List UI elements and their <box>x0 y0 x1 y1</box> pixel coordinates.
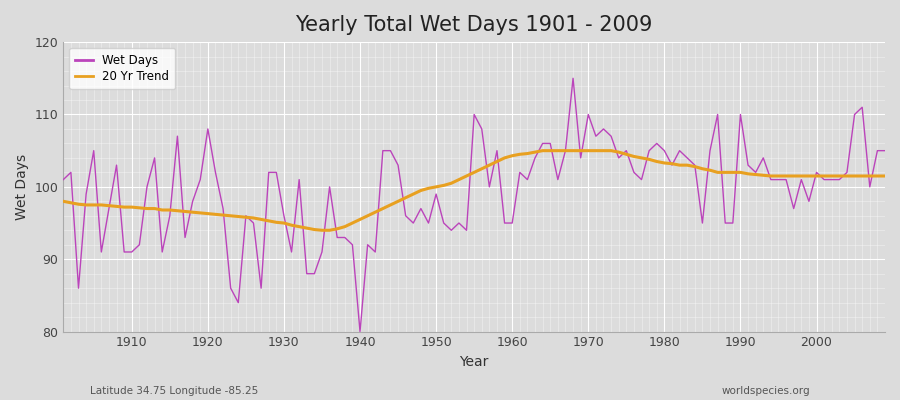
20 Yr Trend <box>537 148 548 153</box>
Wet Days <box>58 177 68 182</box>
20 Yr Trend <box>879 174 890 178</box>
Text: worldspecies.org: worldspecies.org <box>722 386 810 396</box>
Wet Days <box>355 329 365 334</box>
Title: Yearly Total Wet Days 1901 - 2009: Yearly Total Wet Days 1901 - 2009 <box>295 15 652 35</box>
Wet Days <box>568 76 579 81</box>
Line: Wet Days: Wet Days <box>63 78 885 332</box>
Wet Days <box>515 170 526 175</box>
Wet Days <box>332 235 343 240</box>
Text: Latitude 34.75 Longitude -85.25: Latitude 34.75 Longitude -85.25 <box>90 386 258 396</box>
Wet Days <box>286 250 297 254</box>
Legend: Wet Days, 20 Yr Trend: Wet Days, 20 Yr Trend <box>69 48 176 89</box>
Wet Days <box>119 250 130 254</box>
Y-axis label: Wet Days: Wet Days <box>15 154 29 220</box>
20 Yr Trend <box>613 150 624 154</box>
Line: 20 Yr Trend: 20 Yr Trend <box>63 151 885 230</box>
20 Yr Trend <box>317 228 328 233</box>
20 Yr Trend <box>507 153 517 158</box>
20 Yr Trend <box>58 199 68 204</box>
20 Yr Trend <box>339 224 350 229</box>
20 Yr Trend <box>119 205 130 210</box>
X-axis label: Year: Year <box>460 355 489 369</box>
Wet Days <box>507 221 517 226</box>
Wet Days <box>879 148 890 153</box>
20 Yr Trend <box>286 223 297 228</box>
Wet Days <box>613 156 624 160</box>
20 Yr Trend <box>515 152 526 157</box>
